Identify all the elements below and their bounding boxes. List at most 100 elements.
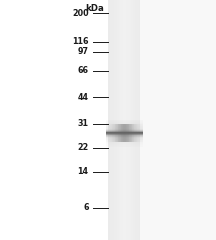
Bar (135, 0, 136, 240)
Bar (132, 0, 133, 240)
Bar (106, 138, 143, 139)
Bar (120, 0, 121, 240)
Bar (106, 125, 143, 126)
Bar (117, 0, 118, 240)
Bar (106, 137, 143, 138)
Bar (108, 0, 216, 240)
Bar (121, 0, 122, 240)
Bar (110, 0, 111, 240)
Bar (106, 120, 143, 121)
Bar (106, 135, 143, 136)
Bar (108, 124, 109, 142)
Bar (119, 0, 120, 240)
Bar (106, 145, 143, 146)
Bar (126, 0, 127, 240)
Bar (106, 128, 143, 129)
Bar (131, 0, 132, 240)
Bar (106, 134, 143, 135)
Text: 22: 22 (77, 143, 89, 152)
Bar (129, 0, 130, 240)
Bar (124, 0, 125, 240)
Bar (140, 124, 141, 142)
Text: 44: 44 (78, 93, 89, 102)
Bar (109, 124, 110, 142)
Text: 116: 116 (72, 37, 89, 47)
Bar (115, 124, 116, 142)
Bar (126, 124, 127, 142)
Bar (106, 121, 143, 122)
Bar (106, 146, 143, 147)
Bar (137, 124, 138, 142)
Bar (122, 124, 123, 142)
Bar (109, 0, 110, 240)
Bar (120, 124, 121, 142)
Bar (138, 124, 139, 142)
Bar (111, 0, 112, 240)
Bar (106, 126, 143, 127)
Bar (127, 0, 129, 240)
Bar (106, 123, 143, 124)
Text: 31: 31 (78, 119, 89, 128)
Bar (134, 124, 135, 142)
Bar (122, 0, 123, 240)
Bar (106, 132, 143, 133)
Bar (138, 0, 139, 240)
Bar (108, 0, 140, 240)
Bar (113, 0, 114, 240)
Bar (119, 124, 120, 142)
Bar (136, 0, 137, 240)
Bar (106, 130, 143, 131)
Text: 6: 6 (83, 203, 89, 212)
Bar (118, 124, 119, 142)
Bar (118, 0, 119, 240)
Bar (113, 124, 114, 142)
Bar (106, 144, 143, 145)
Bar (106, 133, 143, 134)
Bar (135, 124, 136, 142)
Bar (129, 124, 130, 142)
Bar (131, 124, 132, 142)
Bar (136, 124, 137, 142)
Bar (133, 124, 134, 142)
Bar (130, 0, 131, 240)
Bar (106, 141, 143, 142)
Bar (132, 124, 133, 142)
Bar (106, 136, 143, 137)
Bar (139, 0, 140, 240)
Bar (123, 124, 124, 142)
Bar (116, 0, 117, 240)
Bar (124, 124, 125, 142)
Bar (133, 0, 134, 240)
Bar (106, 140, 143, 141)
Bar (106, 143, 143, 144)
Bar (107, 124, 108, 142)
Bar (106, 122, 143, 123)
Bar (106, 124, 143, 125)
Bar (121, 124, 122, 142)
Bar (139, 124, 140, 142)
Bar (137, 0, 138, 240)
Bar (128, 124, 129, 142)
Bar (106, 131, 143, 132)
Text: 200: 200 (72, 9, 89, 18)
Bar (108, 0, 109, 240)
Bar (130, 124, 131, 142)
Bar (134, 0, 135, 240)
Bar (106, 129, 143, 130)
Bar (114, 124, 115, 142)
Text: 14: 14 (78, 167, 89, 176)
Bar (123, 0, 124, 240)
Bar (125, 0, 126, 240)
Text: 97: 97 (78, 47, 89, 56)
Text: 66: 66 (78, 66, 89, 75)
Bar (112, 124, 113, 142)
Bar (114, 0, 116, 240)
Bar (110, 124, 111, 142)
Bar (141, 124, 142, 142)
Text: kDa: kDa (86, 4, 104, 12)
Bar (127, 124, 128, 142)
Bar (106, 127, 143, 128)
Bar (116, 124, 117, 142)
Bar (142, 124, 143, 142)
Bar (106, 124, 107, 142)
